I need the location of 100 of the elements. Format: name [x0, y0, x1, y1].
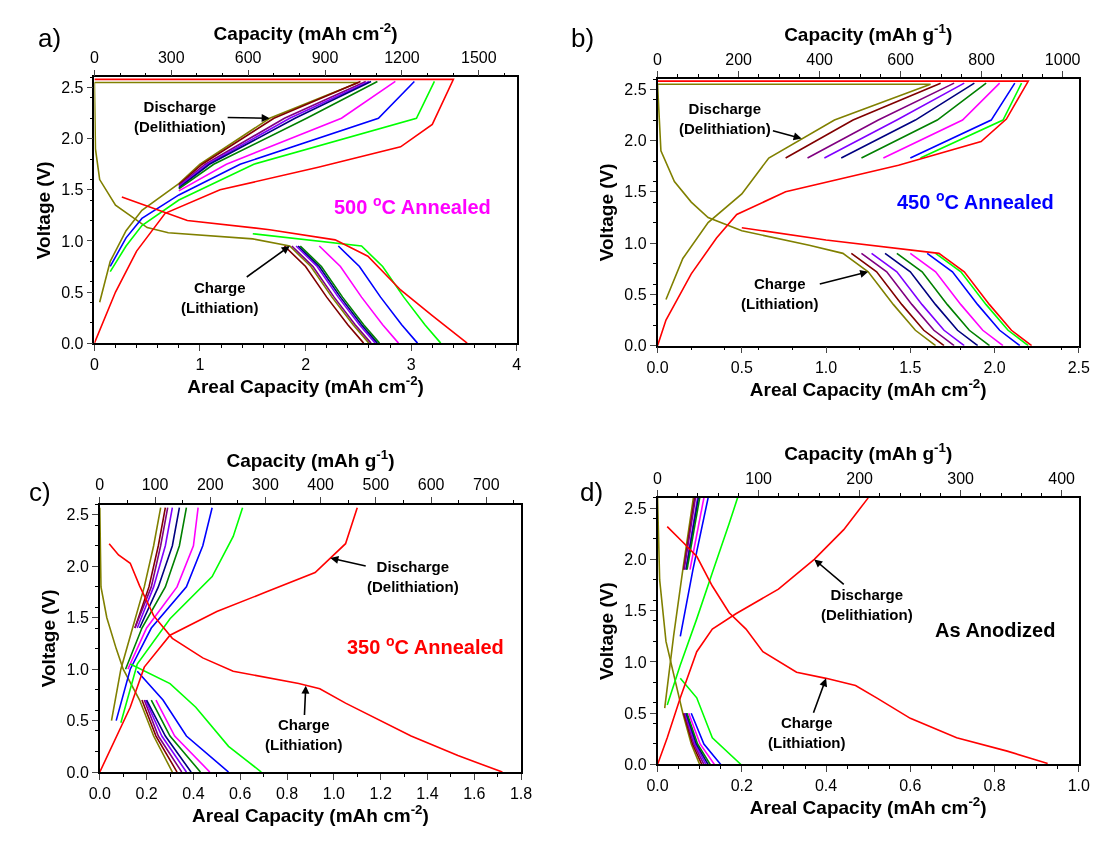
- x-tick-label: 1.4: [416, 784, 439, 802]
- x2-tick-label: 300: [252, 476, 279, 494]
- x2-tick-label: 400: [806, 50, 834, 68]
- x2-tick-label: 300: [947, 469, 975, 487]
- y-tick-label: 0.0: [66, 763, 89, 781]
- x-tick-label: 0.8: [983, 777, 1006, 795]
- x-axis-title: Areal Capacity (mAh cm$^{-2}$): [187, 373, 424, 398]
- y-tick-label: 0.0: [61, 334, 84, 352]
- x-tick-label: 0.0: [646, 358, 669, 376]
- y-tick-label: 2.5: [61, 79, 84, 97]
- x-tick-label: 1.5: [899, 358, 922, 376]
- x-tick-label: 1.6: [463, 784, 486, 802]
- x-tick-label: 0.6: [899, 777, 922, 795]
- x-tick-label: 0.6: [229, 784, 252, 802]
- x-tick-label: 0.0: [646, 777, 669, 795]
- x2-axis-title: Capacity (mAh cm$^{-2}$): [213, 19, 398, 44]
- y-tick-label: 2.5: [624, 499, 647, 517]
- x-tick-label: 1.8: [509, 784, 533, 802]
- x-tick-label: 0.5: [730, 358, 754, 376]
- x2-tick-label: 0: [653, 469, 663, 487]
- x2-tick-label: 1500: [461, 49, 497, 67]
- y-tick-label: 1.5: [624, 183, 647, 201]
- x-tick-label: 0.4: [814, 777, 838, 795]
- y-axis-title: Voltage (V): [595, 582, 617, 681]
- x-tick-label: 2.5: [1067, 358, 1091, 376]
- x2-tick-label: 100: [141, 476, 169, 494]
- x2-tick-label: 0: [653, 50, 663, 68]
- annotation: As Anodized: [935, 619, 1056, 641]
- y-tick-label: 2.0: [66, 557, 89, 575]
- annotation: 350 $^{o}$C Annealed: [347, 633, 504, 659]
- y-tick-label: 1.5: [61, 181, 84, 199]
- x-tick-label: 3: [406, 356, 416, 374]
- x2-tick-label: 200: [725, 50, 753, 68]
- x-tick-label: 0.8: [275, 784, 299, 802]
- x-tick-label: 0.0: [88, 784, 112, 802]
- x-axis-title: Areal Capacity (mAh cm$^{-2}$): [749, 794, 987, 819]
- x2-tick-label: 600: [417, 476, 445, 494]
- y-axis-title: Voltage (V): [595, 163, 617, 262]
- y-tick-label: 0.5: [624, 704, 647, 722]
- x2-tick-label: 0: [89, 49, 99, 67]
- x-tick-label: 0.2: [730, 777, 754, 795]
- x-axis-title: Areal Capacity (mAh cm$^{-2}$): [192, 801, 429, 826]
- annotation: 500 $^{o}$C Annealed: [334, 193, 491, 219]
- y-tick-label: 0.0: [624, 756, 647, 774]
- x-tick-label: 1.0: [814, 358, 838, 376]
- x2-tick-label: 1000: [1044, 50, 1081, 68]
- y-tick-label: 1.0: [66, 660, 89, 678]
- x-tick-label: 4: [512, 356, 522, 374]
- x2-axis-title: Capacity (mAh g$^{-1}$): [784, 21, 953, 46]
- y-tick-label: 1.0: [624, 653, 647, 671]
- x2-axis-title: Capacity (mAh g$^{-1}$): [784, 440, 953, 465]
- text: c): [29, 477, 51, 507]
- x-tick-label: 1.0: [1067, 777, 1091, 795]
- y-tick-label: 2.0: [624, 132, 647, 150]
- x2-tick-label: 400: [307, 476, 335, 494]
- annotation: Charge (Lithiation): [265, 716, 343, 753]
- x2-tick-label: 0: [95, 476, 105, 494]
- x-tick-label: 0: [89, 356, 99, 374]
- y-tick-label: 2.0: [61, 130, 84, 148]
- x-tick-label: 2.0: [983, 358, 1006, 376]
- text: b): [571, 23, 595, 53]
- annotation: Discharge (Delithiation): [679, 100, 771, 137]
- annotation: Charge (Lithiation): [181, 279, 259, 316]
- x-tick-label: 2: [301, 356, 311, 374]
- y-axis-title: Voltage (V): [37, 589, 59, 688]
- x2-tick-label: 200: [846, 469, 874, 487]
- y-tick-label: 2.5: [66, 506, 89, 524]
- x-tick-label: 0.2: [135, 784, 158, 802]
- x2-tick-label: 1200: [384, 49, 420, 67]
- x2-tick-label: 600: [887, 50, 915, 68]
- text: a): [38, 23, 62, 53]
- y-tick-label: 2.0: [624, 550, 647, 568]
- y-tick-label: 0.0: [624, 337, 647, 355]
- y-tick-label: 0.5: [66, 712, 89, 730]
- y-tick-label: 1.0: [624, 234, 647, 252]
- x-tick-label: 1.0: [322, 784, 346, 802]
- x-axis-title: Areal Capacity (mAh cm$^{-2}$): [749, 375, 987, 400]
- x2-tick-label: 800: [968, 50, 996, 68]
- annotation: Discharge (Delithiation): [367, 558, 459, 595]
- y-axis-title: Voltage (V): [32, 161, 54, 260]
- x2-tick-label: 300: [157, 49, 185, 67]
- x2-tick-label: 900: [311, 49, 339, 67]
- annotation: Charge (Lithiation): [741, 275, 819, 312]
- x2-tick-label: 700: [472, 476, 500, 494]
- annotation: Discharge (Delithiation): [134, 98, 226, 135]
- y-tick-label: 2.5: [624, 80, 647, 98]
- x-tick-label: 1: [195, 356, 205, 374]
- text: d): [580, 477, 604, 507]
- x2-tick-label: 500: [362, 476, 390, 494]
- annotation: Discharge (Delithiation): [821, 586, 913, 623]
- y-tick-label: 0.5: [61, 283, 84, 301]
- y-tick-label: 1.5: [624, 602, 647, 620]
- x2-tick-label: 600: [234, 49, 262, 67]
- x2-tick-label: 200: [196, 476, 224, 494]
- x2-axis-title: Capacity (mAh g$^{-1}$): [226, 446, 395, 471]
- x2-tick-label: 100: [745, 469, 773, 487]
- y-tick-label: 1.0: [61, 232, 84, 250]
- x2-tick-label: 400: [1048, 469, 1076, 487]
- y-tick-label: 1.5: [66, 609, 89, 627]
- y-tick-label: 0.5: [624, 285, 647, 303]
